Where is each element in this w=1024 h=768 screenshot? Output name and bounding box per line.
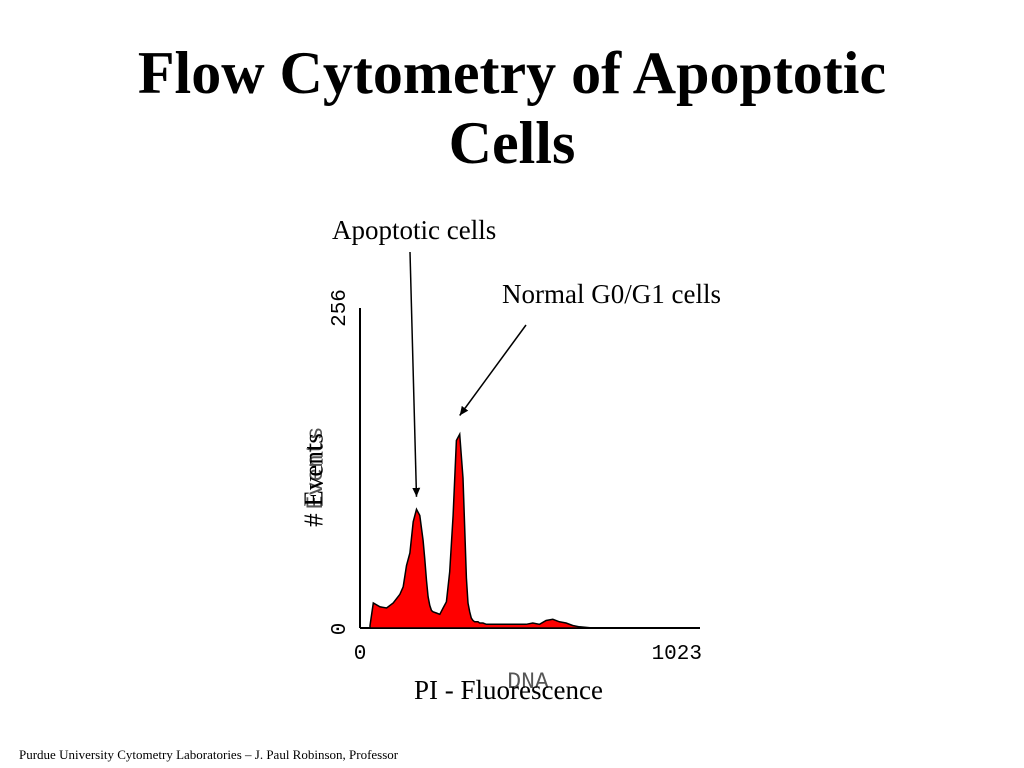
y-tick-label-0: 0 [329,623,352,636]
title-line-1: Flow Cytometry of Apoptotic [137,40,887,106]
apoptotic-cells-label: Apoptotic cells [332,215,497,245]
y-axis-label: # Events [298,433,329,527]
histogram-area [369,431,593,629]
instrument-y-label: Events [303,427,329,510]
x-tick-label-0: 0 [354,643,367,666]
normal-arrow [459,324,527,416]
title-line-2: Cells [448,110,576,176]
y-tick-label-max: 256 [329,289,352,327]
normal-g0g1-cells-label: Normal G0/G1 cells [502,279,721,309]
apoptotic-arrow [409,251,421,497]
x-tick-label-max: 1023 [652,643,702,666]
x-axis-label: PI - Fluorescence [414,675,603,705]
footer-credit: Purdue University Cytometry Laboratories… [19,747,399,762]
slide-title: Flow Cytometry of Apoptotic Cells [0,38,1024,178]
instrument-x-label: DNA [507,669,549,695]
